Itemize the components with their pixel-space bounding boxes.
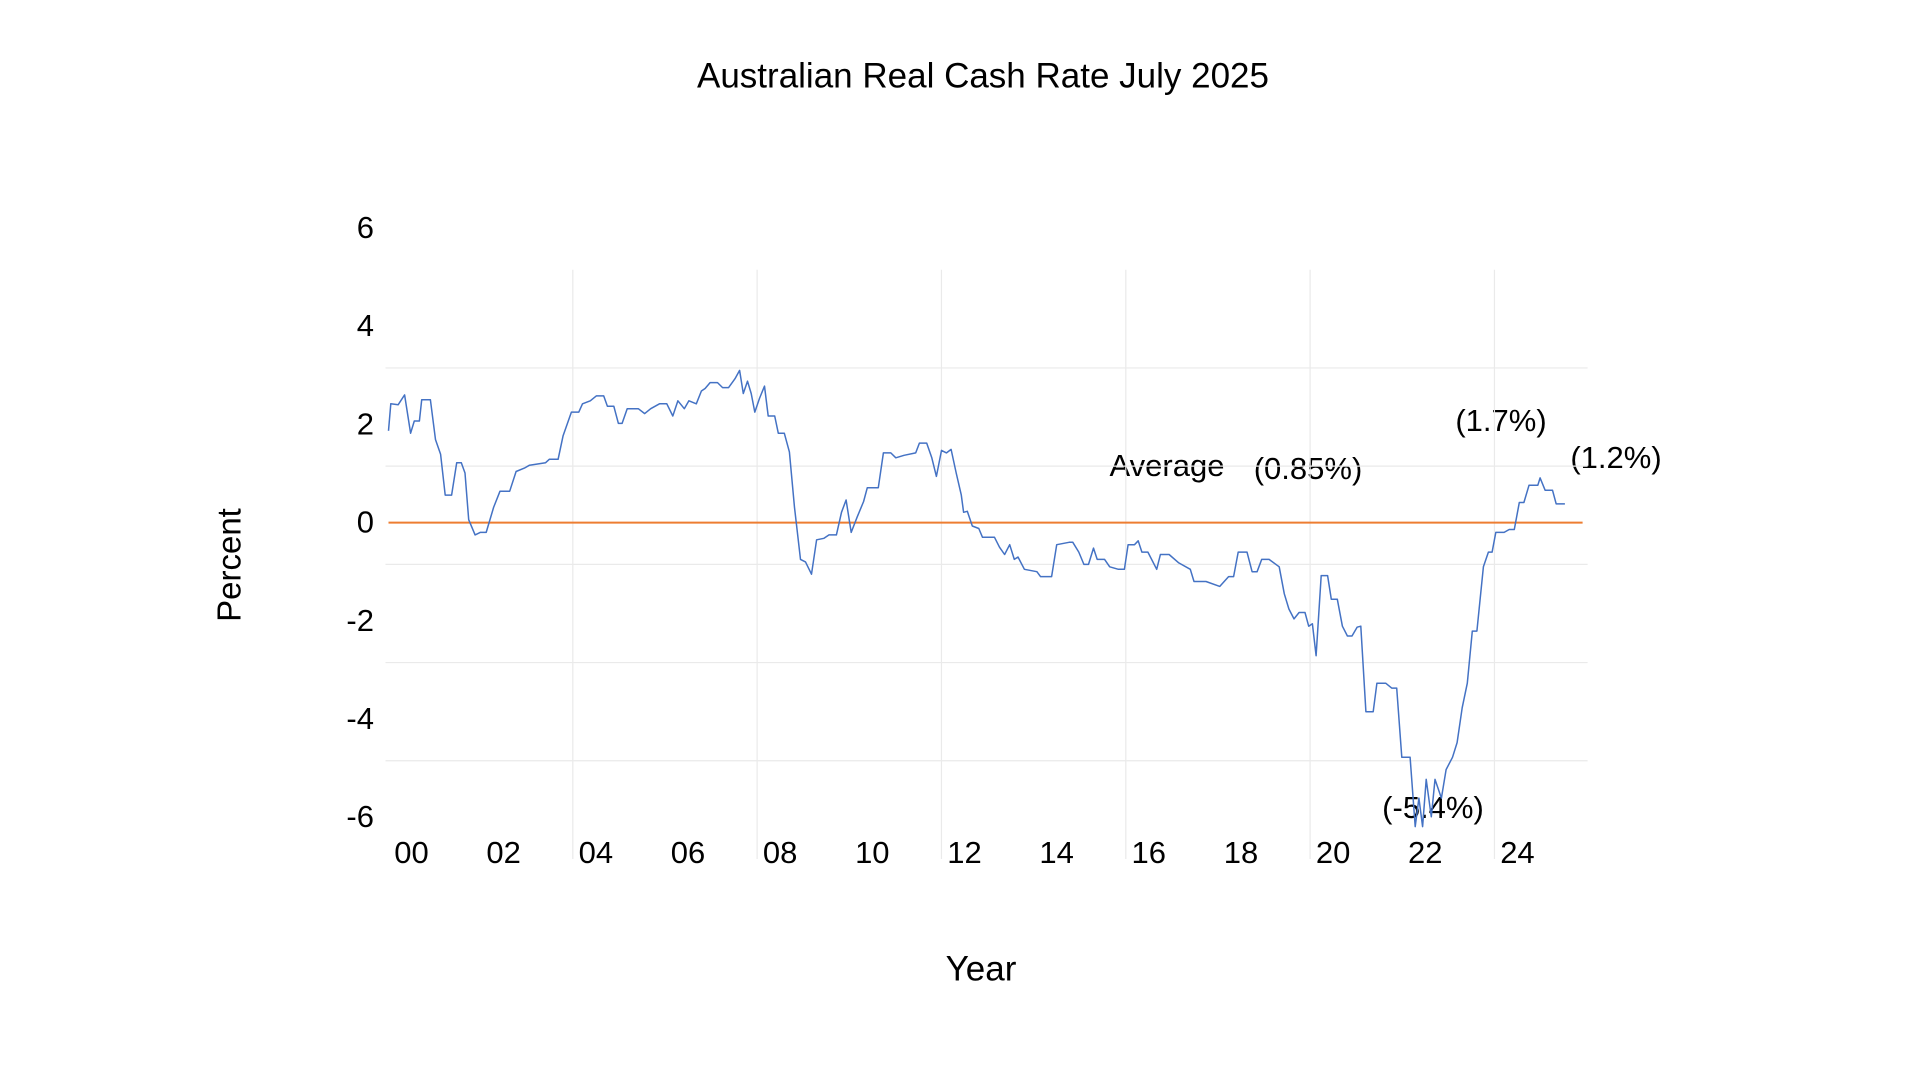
y-tick-label: -2: [346, 603, 374, 638]
x-tick-label: 22: [1408, 835, 1442, 870]
x-tick-label: 02: [486, 835, 520, 870]
y-tick-label: 6: [357, 210, 374, 245]
x-tick-label: 16: [1132, 835, 1166, 870]
x-axis-label: Year: [946, 949, 1017, 988]
x-tick-label: 10: [855, 835, 889, 870]
x-tick-label: 12: [947, 835, 981, 870]
y-tick-label: 4: [357, 308, 374, 343]
y-tick-label: -4: [346, 701, 374, 736]
x-tick-label: 18: [1224, 835, 1258, 870]
data-line: [387, 369, 1565, 828]
x-tick-label: 24: [1500, 835, 1534, 870]
x-tick-label: 14: [1039, 835, 1073, 870]
x-tick-label: 00: [394, 835, 428, 870]
y-tick-label: 2: [357, 406, 374, 441]
y-tick-label: -6: [346, 799, 374, 834]
x-tick-label: 20: [1316, 835, 1350, 870]
y-axis-label: Percent: [211, 508, 248, 622]
x-tick-label: 08: [763, 835, 797, 870]
annotation: (1.2%): [1570, 440, 1661, 475]
x-tick-label: 06: [671, 835, 705, 870]
annotation: (1.7%): [1455, 403, 1546, 438]
average-label: (0.85%): [1254, 451, 1363, 486]
chart-title: Australian Real Cash Rate July 2025: [697, 56, 1269, 95]
x-tick-label: 04: [579, 835, 613, 870]
y-tick-label: 0: [357, 505, 374, 540]
